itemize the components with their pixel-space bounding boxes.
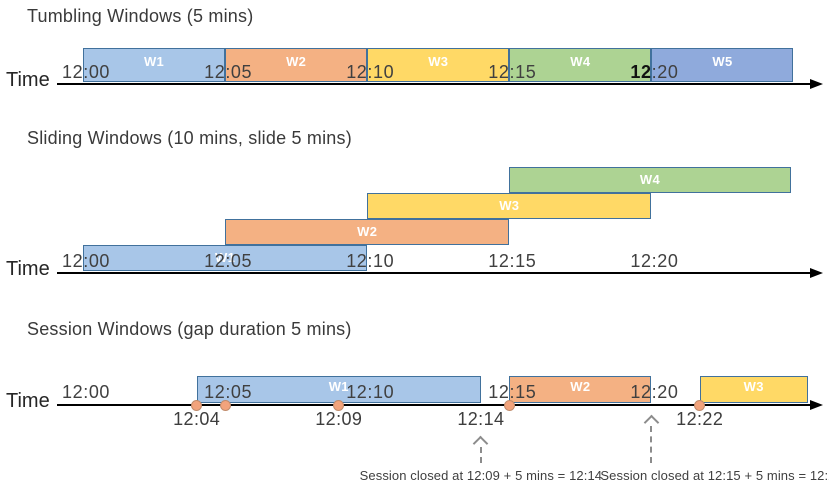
window-label-w2: W2	[570, 379, 591, 394]
session-closed-arrow-stem-1	[479, 447, 482, 463]
window-label-w2: W2	[357, 224, 378, 239]
tick-label-1220: 12:20	[630, 62, 679, 82]
window-label-w1: W1	[328, 379, 349, 394]
tumbling-time-axis	[57, 83, 813, 85]
session-time-axis	[57, 404, 813, 406]
window-label-w1: W1	[215, 250, 236, 265]
session-closed-arrow-stem-2	[650, 426, 653, 463]
window-label-w3: W3	[499, 198, 520, 213]
window-box-w2	[225, 219, 510, 245]
tick-label-1220: 12:20	[630, 382, 679, 402]
window-box-w1	[196, 376, 481, 403]
event-time-label-1204: 12:04	[173, 409, 221, 429]
tick-label-1210: 12:10	[346, 62, 395, 82]
sliding-axis-arrow-icon	[810, 267, 823, 278]
tick-label-1215: 12:15	[488, 382, 537, 402]
tumbling-axis-arrow-icon	[810, 78, 823, 89]
window-label-w2: W2	[286, 54, 307, 69]
session-axis-arrow-icon	[810, 399, 823, 410]
tick-label-1205: 12:05	[204, 62, 253, 82]
session-closed-annotation-1: Session closed at 12:09 + 5 mins = 12:14	[359, 468, 603, 483]
window-box-w5	[651, 48, 794, 82]
sliding-section-title: Sliding Windows (10 mins, slide 5 mins)	[27, 128, 352, 148]
window-box-w3	[367, 193, 652, 219]
event-dot-2	[219, 399, 231, 411]
window-label-w3: W3	[743, 379, 764, 394]
session-closed-annotation-2: Session closed at 12:15 + 5 mins = 12:20	[600, 468, 829, 483]
window-label-w5: W5	[712, 54, 733, 69]
tick-label-1200: 12:00	[62, 62, 111, 82]
event-dot-5	[694, 399, 706, 411]
tumbling-section-title: Tumbling Windows (5 mins)	[27, 6, 254, 26]
event-time-label-1222: 12:22	[676, 409, 724, 429]
event-dot-4	[503, 399, 515, 411]
sliding-time-axis-label: Time	[6, 258, 50, 280]
tick-label-1215: 12:15	[488, 62, 537, 82]
window-label-w4: W4	[570, 54, 591, 69]
window-label-w1: W1	[143, 54, 165, 69]
event-time-label-1214: 12:14	[457, 409, 505, 429]
tick-label-1200: 12:00	[62, 382, 111, 402]
window-box-w3	[699, 376, 808, 403]
session-section-title: Session Windows (gap duration 5 mins)	[27, 319, 352, 339]
window-box-w3	[367, 48, 510, 82]
tick-label-1205: 12:05	[204, 382, 253, 402]
tick-label-1215: 12:15	[488, 251, 537, 271]
window-box-w4	[509, 48, 652, 82]
event-time-label-1209: 12:09	[315, 409, 363, 429]
sliding-time-axis	[57, 272, 813, 274]
tick-label-1200: 12:00	[62, 251, 111, 271]
tick-label-bold-part: 12	[630, 62, 652, 82]
session-time-axis-label: Time	[6, 390, 50, 412]
window-label-w4: W4	[639, 172, 661, 187]
tick-label-1210: 12:10	[346, 251, 395, 271]
window-box-w1	[83, 245, 368, 271]
window-box-w1	[83, 48, 226, 82]
event-dot-1	[191, 399, 203, 411]
window-box-w2	[225, 48, 368, 82]
window-box-w2	[509, 376, 652, 403]
tick-label-1205: 12:05	[204, 251, 253, 271]
tumbling-time-axis-label: Time	[6, 69, 50, 91]
tick-label-1220: 12:20	[630, 251, 679, 271]
window-box-w4	[509, 167, 791, 193]
tick-label-1210: 12:10	[346, 382, 395, 402]
event-dot-3	[333, 399, 345, 411]
window-label-w3: W3	[428, 54, 449, 69]
